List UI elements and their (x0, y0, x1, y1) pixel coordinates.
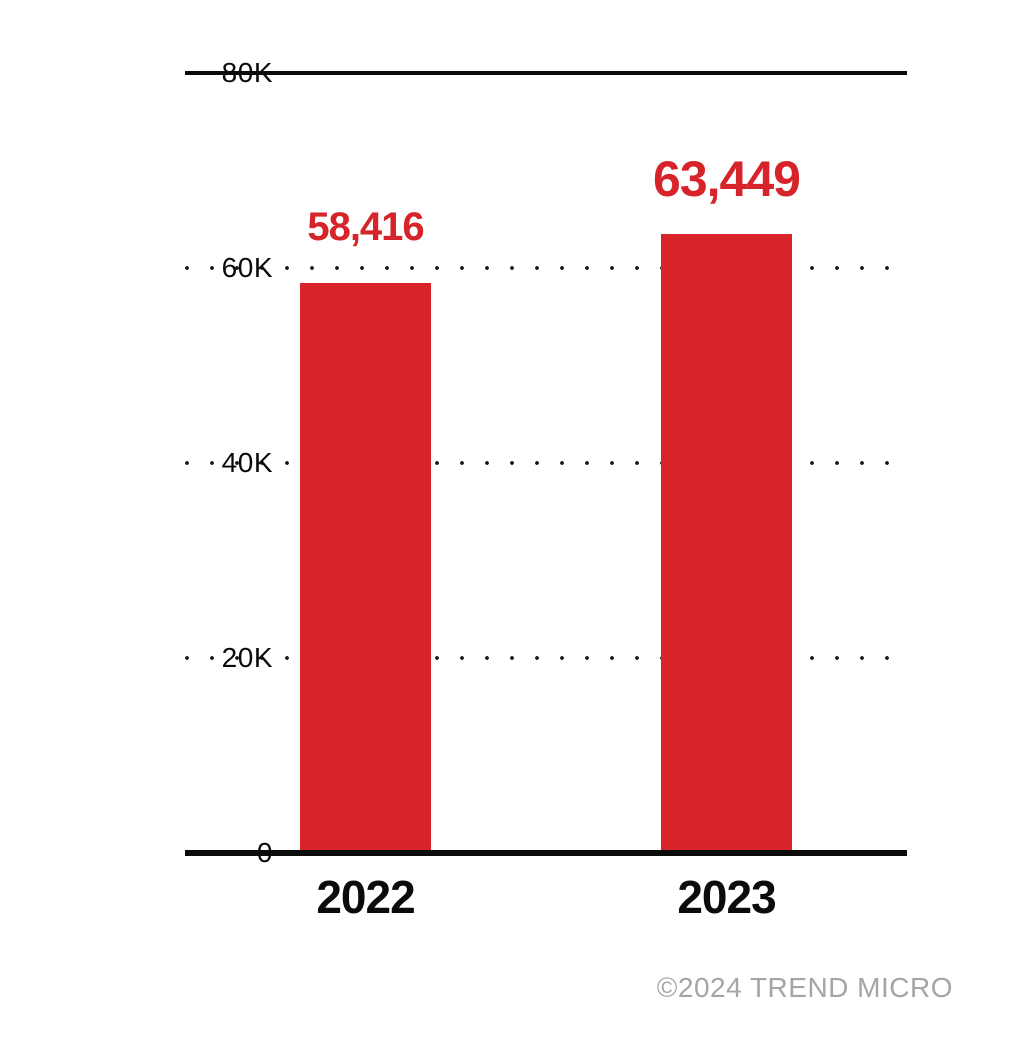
plot-area: 58,416 2022 63,449 2023 (185, 71, 907, 923)
gridline-20k (185, 656, 907, 660)
gridline-0 (185, 850, 907, 856)
y-tick-label-40k: 40K (221, 447, 273, 478)
x-category-label-2022: 2022 (316, 871, 415, 923)
y-tick-label-80k: 80K (221, 57, 273, 88)
gridline-40k (185, 461, 907, 465)
gridline-60k (185, 266, 907, 270)
x-category-label-2023: 2023 (677, 871, 776, 923)
bar-2023 (661, 234, 792, 853)
value-label-2023: 63,449 (653, 151, 801, 208)
y-tick-label-20k: 20K (221, 642, 273, 673)
bar-2022 (300, 283, 431, 853)
value-label-2022: 58,416 (307, 205, 424, 250)
y-tick-label-60k: 60K (221, 252, 273, 283)
copyright-text: ©2024 TREND MICRO (656, 972, 953, 1003)
gridline-80k (185, 71, 907, 75)
